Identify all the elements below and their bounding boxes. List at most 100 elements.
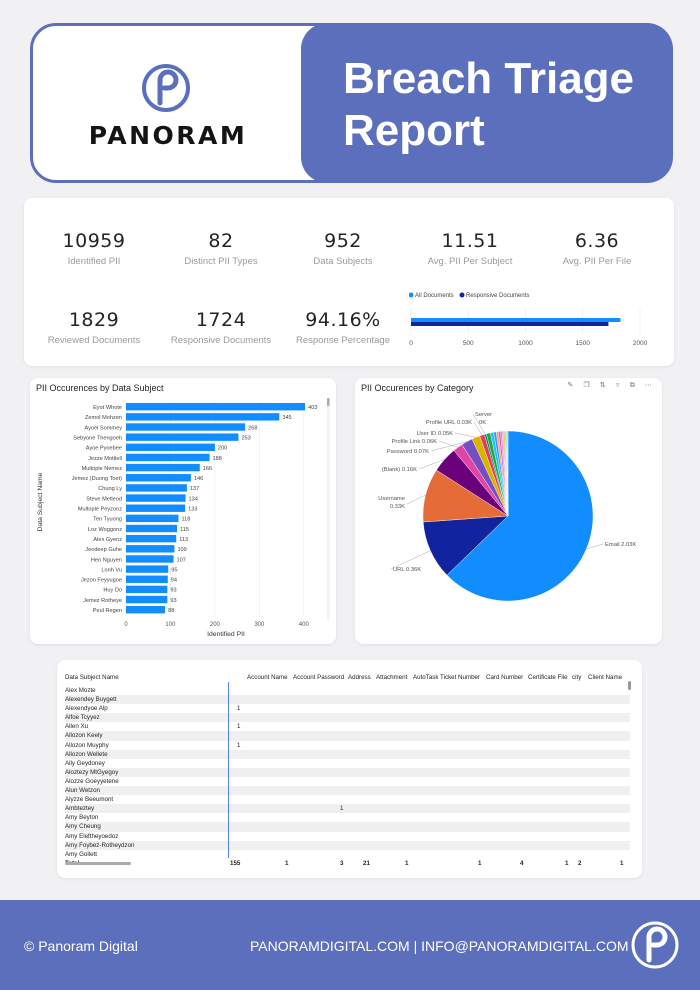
x-tick-label: 300	[254, 622, 265, 628]
vertical-scrollbar[interactable]	[628, 681, 631, 690]
bar	[126, 453, 210, 462]
cell-name: Amy Foybez-Rotheydzon	[65, 841, 135, 849]
column-divider	[228, 682, 229, 858]
data-label: 200	[218, 446, 227, 452]
cell-value: 1	[237, 723, 241, 731]
x-tick-label: 100	[165, 622, 176, 628]
data-label: 166	[203, 466, 212, 472]
bar-all-documents	[411, 318, 621, 322]
y-tick-label: Jemez Rotheye	[83, 598, 122, 604]
kpi-label: Response Percentage	[295, 335, 390, 346]
leader-line	[454, 432, 476, 438]
slice-label: Profile URL 0.03K	[426, 420, 472, 426]
cell-name: Alozze Goeyyetene	[65, 777, 119, 785]
table-row[interactable]: Alfoe Tcyyez	[65, 713, 630, 723]
table-row[interactable]: Alun Wetzon	[65, 786, 630, 796]
cell-value: Card Number	[486, 674, 524, 681]
y-tick-label: Sebyone Thengoeh	[73, 435, 122, 441]
table-row[interactable]: Alozze Goeyyetene	[65, 777, 630, 786]
table-row[interactable]: Allozon Muyphy 1	[65, 741, 630, 750]
data-label: 88	[168, 608, 174, 614]
bar	[126, 433, 239, 441]
x-tick-label: 200	[210, 622, 221, 628]
report-title: Breach Triage Report	[301, 23, 673, 183]
visual-header-icons[interactable]: ✎ ❐ ⇅ ▿ ⧉ ⋯	[567, 381, 656, 389]
cell-name: Ambteztey	[65, 805, 95, 813]
x-tick-label: 1000	[518, 340, 533, 347]
bar	[126, 443, 215, 451]
slice-label: Password 0.07K	[387, 449, 429, 455]
table-row[interactable]: Alyzze Beeumont	[65, 795, 630, 804]
data-label: 134	[189, 496, 198, 502]
panoram-logo-mark-icon	[142, 64, 190, 112]
table-row[interactable]: Alexendyoe Alp 1	[65, 704, 630, 713]
data-label: 268	[248, 425, 257, 431]
kpi-value: 1829	[68, 309, 120, 331]
kpi-label: Avg. PII Per File	[562, 256, 632, 267]
cell-value: Address	[348, 674, 371, 681]
table-row[interactable]: Ambteztey 1	[65, 804, 630, 814]
data-label: 133	[188, 507, 197, 513]
table-row[interactable]: Allen Xu 1	[65, 722, 630, 731]
cell-name: Alfoe Tcyyez	[65, 714, 100, 722]
slice-label: Email 2.03K	[605, 542, 636, 548]
table-row[interactable]: Alexendey Buygett	[65, 695, 630, 705]
data-label: 118	[181, 517, 190, 523]
cell-value: Account Name	[247, 674, 288, 681]
bar	[126, 606, 166, 614]
y-tick-label: Eyot Whote	[93, 405, 122, 411]
slice-label: User ID 0.05K	[417, 431, 454, 437]
y-tick-label: Multople Peyzonz	[78, 507, 122, 513]
logo-wordmark: PANORAM	[88, 121, 248, 150]
pii-matrix-table-card: Data Subject Name Account Name Account Pas…	[57, 660, 642, 878]
table-row[interactable]: Amy Foybez-Rotheydzon	[65, 840, 630, 850]
pii-by-subject-card: PII Occurences by Data Subject 0 100 200 30…	[30, 378, 336, 644]
cell-value: 1	[237, 741, 241, 749]
data-label: 115	[180, 527, 189, 533]
kpi-label: Data Subjects	[313, 256, 373, 267]
y-tick-label: Loz Woggonz	[88, 527, 122, 533]
total-value: 1	[620, 859, 624, 867]
cell-name: Data Subject Name	[65, 674, 119, 681]
table-row[interactable]: Allozon Wellete	[65, 749, 630, 759]
table-row[interactable]: Amy Gollett	[65, 850, 630, 859]
kpi-value: 94.16%	[305, 309, 381, 331]
horizontal-scrollbar[interactable]	[65, 862, 131, 865]
table-row[interactable]: Amy Eleftheyoedoz	[65, 832, 630, 841]
cell-name: Alex Mozte	[65, 687, 96, 694]
leader-line	[406, 494, 426, 505]
data-label: 188	[213, 456, 222, 462]
documents-bar-chart: All Documents Responsive Documents 0 500 100…	[409, 292, 648, 347]
table-row[interactable]: Amy Cheung	[65, 822, 630, 832]
table-row[interactable]: Aloztezy MtGyegoy	[65, 767, 630, 777]
leader-line	[418, 459, 445, 470]
table-row[interactable]: Ally Geydoney	[65, 759, 630, 768]
kpi-panel: 10959 Identified PII 82 Distinct PII Typ…	[24, 198, 674, 366]
kpi-responsive-documents: 1724 Responsive Documents	[156, 309, 286, 346]
data-label: 93	[170, 598, 176, 604]
data-label: 113	[179, 537, 188, 543]
kpi-label: Reviewed Documents	[47, 335, 141, 346]
legend-marker	[459, 292, 465, 298]
leader-line	[430, 441, 467, 452]
data-label: 345	[282, 415, 291, 421]
data-label: 109	[177, 547, 186, 553]
footer-contact[interactable]: PANORAMDIGITAL.COM | INFO@PANORAMDIGITAL…	[250, 938, 629, 954]
table-row[interactable]: Allozon Keely	[65, 731, 630, 741]
y-tick-label: Jezon Feyyugoe	[81, 578, 122, 584]
total-value: 1	[285, 859, 289, 867]
y-tick-label: Zemol Mohzen	[85, 415, 122, 421]
kpi-value: 82	[208, 230, 234, 252]
x-tick-label: 0	[409, 340, 413, 347]
panoram-logo: PANORAM	[83, 61, 253, 151]
cell-name: Amy Gollett	[65, 850, 97, 858]
kpi-value: 952	[324, 230, 362, 252]
bar	[126, 463, 200, 472]
table-row[interactable]: Amy Beyton	[65, 813, 630, 822]
table-row[interactable]: Alex Mozte	[65, 686, 630, 695]
y-tick-label: Multople Nemez	[82, 466, 123, 472]
slice-label: Profile Link 0.06K	[392, 439, 438, 445]
kpi-label: Responsive Documents	[170, 335, 272, 346]
x-tick-label: 500	[463, 340, 474, 347]
kpi-distinct-pii-types: 82 Distinct PII Types	[156, 230, 286, 267]
